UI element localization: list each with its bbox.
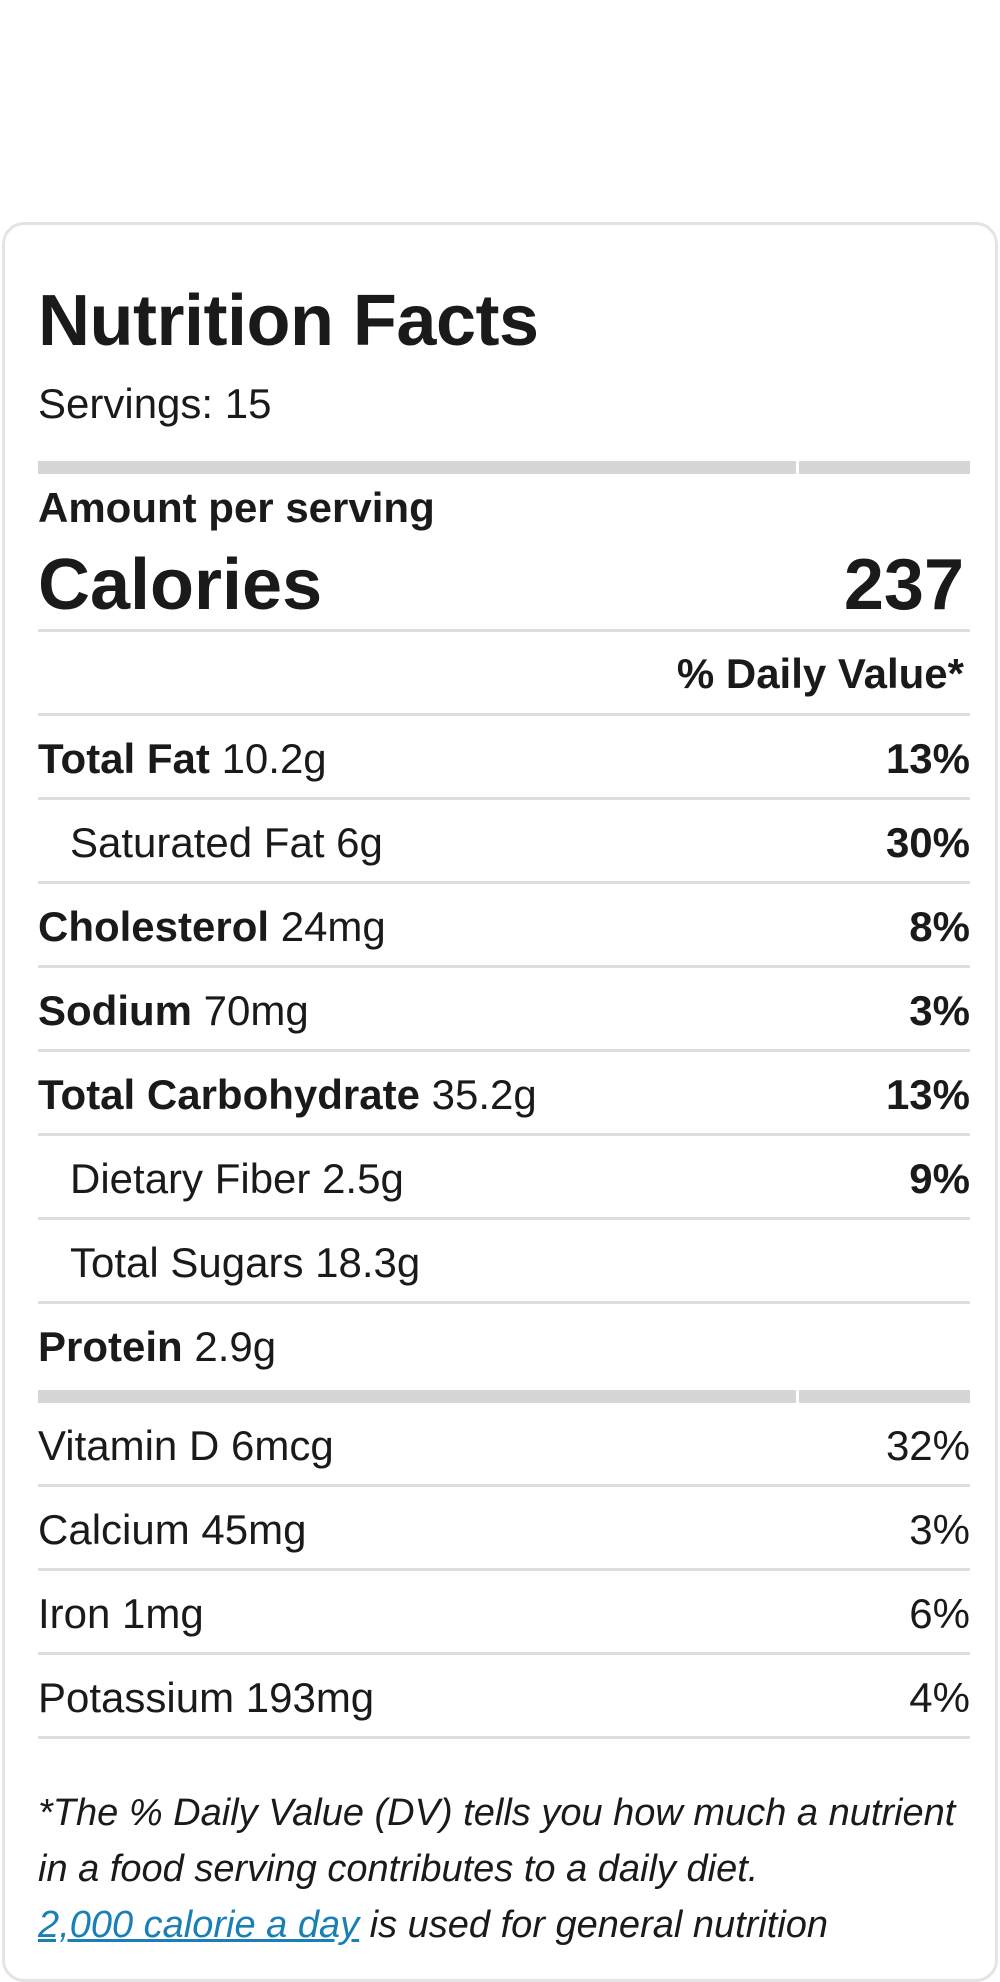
nutrient-amount: 2.9g: [194, 1323, 277, 1370]
vitamin-name: Calcium: [38, 1506, 190, 1553]
nutrient-amount: 2.5g: [322, 1155, 404, 1202]
nutrient-name: Total Sugars: [70, 1239, 304, 1286]
daily-value-footnote: *The % Daily Value (DV) tells you how mu…: [38, 1785, 978, 1953]
nutrient-pct: 8%: [909, 903, 970, 950]
vitamin-pct: 4%: [909, 1674, 970, 1721]
nutrient-row-total-sugars: Total Sugars 18.3g: [38, 1220, 970, 1304]
vitamin-amount: 45mg: [201, 1506, 307, 1553]
vitamin-name: Potassium: [38, 1674, 235, 1721]
vitamin-row-calcium: Calcium 45mg 3%: [38, 1487, 970, 1571]
nutrient-pct: 13%: [885, 735, 970, 782]
vitamin-amount: 193mg: [245, 1674, 375, 1721]
vitamin-pct: 6%: [909, 1590, 970, 1637]
nutrition-title: Nutrition Facts: [38, 281, 539, 361]
nutrient-pct: 9%: [909, 1155, 970, 1202]
vitamin-row-potassium: Potassium 193mg 4%: [38, 1655, 970, 1739]
nutrient-row-saturated-fat: Saturated Fat 6g 30%: [38, 800, 970, 884]
vitamin-pct: 32%: [885, 1422, 970, 1469]
nutrient-name: Protein: [38, 1323, 183, 1370]
footnote-text: *The % Daily Value (DV) tells you how mu…: [38, 1792, 956, 1890]
vitamin-amount: 6mcg: [230, 1422, 334, 1469]
nutrient-amount: 10.2g: [221, 735, 327, 782]
nutrient-amount: 24mg: [280, 903, 386, 950]
nutrient-amount: 6g: [336, 819, 383, 866]
calories-label: Calories: [38, 545, 323, 625]
nutrient-name: Total Fat: [38, 735, 210, 782]
nutrient-amount: 35.2g: [431, 1071, 537, 1118]
nutrient-pct: 30%: [885, 819, 970, 866]
nutrient-pct: 3%: [909, 987, 970, 1034]
nutrient-name: Sodium: [38, 987, 192, 1034]
nutrient-amount: 18.3g: [315, 1239, 421, 1286]
dv-divider: [38, 713, 970, 716]
nutrient-row-total-carbohydrate: Total Carbohydrate 35.2g 13%: [38, 1052, 970, 1136]
calorie-a-day-link[interactable]: 2,000 calorie a day: [38, 1904, 360, 1946]
daily-value-header: % Daily Value*: [676, 650, 964, 697]
servings-text: Servings: 15: [38, 380, 272, 427]
calories-value: 237: [843, 545, 964, 625]
thick-divider-vitamins: [38, 1390, 970, 1403]
vitamin-pct: 3%: [909, 1506, 970, 1553]
amount-per-serving-label: Amount per serving: [38, 484, 435, 531]
nutrient-row-sodium: Sodium 70mg 3%: [38, 968, 970, 1052]
nutrient-row-protein: Protein 2.9g: [38, 1304, 970, 1376]
nutrient-name: Total Carbohydrate: [38, 1071, 420, 1118]
thick-divider-top: [38, 461, 970, 474]
nutrient-pct: 13%: [885, 1071, 970, 1118]
vitamin-amount: 1mg: [122, 1590, 204, 1637]
vitamin-row-iron: Iron 1mg 6%: [38, 1571, 970, 1655]
nutrient-name: Saturated Fat: [70, 819, 325, 866]
nutrient-row-total-fat: Total Fat 10.2g 13%: [38, 716, 970, 800]
nutrition-facts-card: Nutrition Facts Servings: 15 Amount per …: [2, 222, 998, 1982]
nutrient-row-dietary-fiber: Dietary Fiber 2.5g 9%: [38, 1136, 970, 1220]
vitamin-row-vitamin-d: Vitamin D 6mcg 32%: [38, 1403, 970, 1487]
calories-divider: [38, 629, 970, 632]
nutrient-amount: 70mg: [203, 987, 309, 1034]
vitamin-name: Vitamin D: [38, 1422, 220, 1469]
nutrient-row-cholesterol: Cholesterol 24mg 8%: [38, 884, 970, 968]
nutrient-name: Dietary Fiber: [70, 1155, 311, 1202]
vitamin-name: Iron: [38, 1590, 111, 1637]
footnote-text-2: is used for general nutrition: [359, 1904, 829, 1946]
nutrient-name: Cholesterol: [38, 903, 270, 950]
